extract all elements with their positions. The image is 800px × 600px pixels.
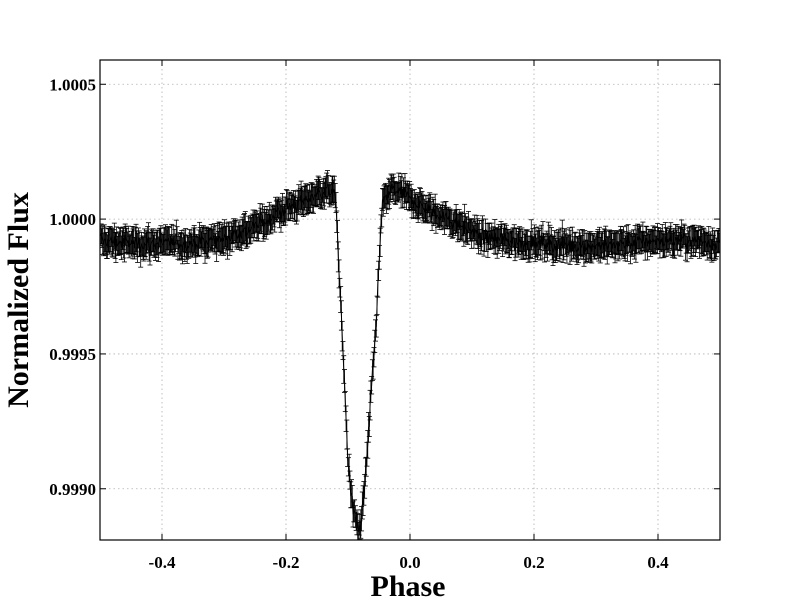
data-point	[655, 223, 661, 254]
data-point	[109, 227, 115, 257]
y-tick-label: 1.0005	[49, 75, 96, 94]
data-point	[376, 260, 382, 281]
data-point	[335, 220, 341, 250]
data-point	[310, 182, 316, 213]
x-tick-label: -0.2	[273, 553, 300, 572]
tick-labels: -0.4 -0.2 0.0 0.2 0.4 0.9990 0.9995 1.0000 1.000…	[49, 75, 669, 572]
data-point	[207, 227, 213, 251]
data-point	[447, 208, 453, 237]
data-point	[332, 183, 338, 209]
data-point	[343, 405, 349, 432]
data-point	[567, 234, 573, 265]
data-point	[374, 295, 380, 315]
data-point	[129, 226, 135, 255]
data-point	[257, 203, 263, 235]
y-tick-label: 0.9995	[49, 345, 96, 364]
data-point	[184, 234, 190, 264]
data-point	[693, 226, 699, 257]
data-area	[100, 170, 720, 540]
data-point	[392, 181, 398, 205]
data-point	[113, 232, 119, 263]
data-point	[678, 226, 684, 257]
y-tick-label: 0.9990	[49, 480, 96, 499]
x-tick-label: -0.4	[149, 553, 176, 572]
data-point	[338, 286, 344, 313]
data-point	[563, 229, 569, 257]
data-point	[476, 223, 482, 255]
data-point	[368, 380, 374, 403]
data-point	[192, 227, 198, 258]
data-point	[373, 315, 379, 338]
y-tick-label: 1.0000	[49, 210, 96, 229]
grid	[100, 60, 720, 540]
data-point	[295, 189, 301, 212]
ticks	[100, 60, 720, 540]
data-point	[662, 222, 668, 251]
data-point	[376, 244, 382, 270]
data-point	[627, 233, 633, 265]
data-point	[371, 347, 377, 368]
data-point	[645, 232, 651, 261]
data-point	[338, 300, 344, 331]
data-points	[100, 170, 720, 540]
data-point	[333, 192, 339, 213]
data-point	[337, 277, 343, 298]
data-point	[335, 241, 341, 273]
data-point	[528, 219, 534, 251]
data-point	[324, 172, 330, 204]
data-point	[503, 227, 509, 255]
data-point	[588, 231, 594, 262]
data-point	[577, 232, 583, 257]
data-point	[339, 320, 345, 352]
data-point	[545, 232, 551, 262]
data-point	[378, 214, 384, 234]
data-point	[166, 227, 172, 256]
y-axis-label: Normalized Flux	[2, 192, 35, 408]
data-point	[699, 225, 705, 257]
data-point	[493, 227, 499, 248]
data-point	[334, 210, 340, 233]
data-point	[179, 230, 185, 260]
data-point	[373, 319, 379, 342]
data-point	[342, 391, 348, 413]
data-point	[346, 453, 352, 482]
data-point	[269, 204, 275, 231]
data-point	[566, 227, 572, 253]
data-point	[407, 181, 413, 212]
data-point	[340, 341, 346, 360]
x-tick-label: 0.4	[647, 553, 669, 572]
data-point	[602, 229, 608, 260]
data-point	[561, 230, 567, 261]
x-tick-label: 0.0	[399, 553, 420, 572]
x-axis-label: Phase	[371, 570, 446, 600]
data-point	[355, 513, 361, 540]
data-point	[703, 232, 709, 256]
x-tick-label: 0.2	[523, 553, 544, 572]
data-point	[552, 237, 558, 263]
data-point	[342, 369, 348, 393]
data-point	[638, 225, 644, 252]
